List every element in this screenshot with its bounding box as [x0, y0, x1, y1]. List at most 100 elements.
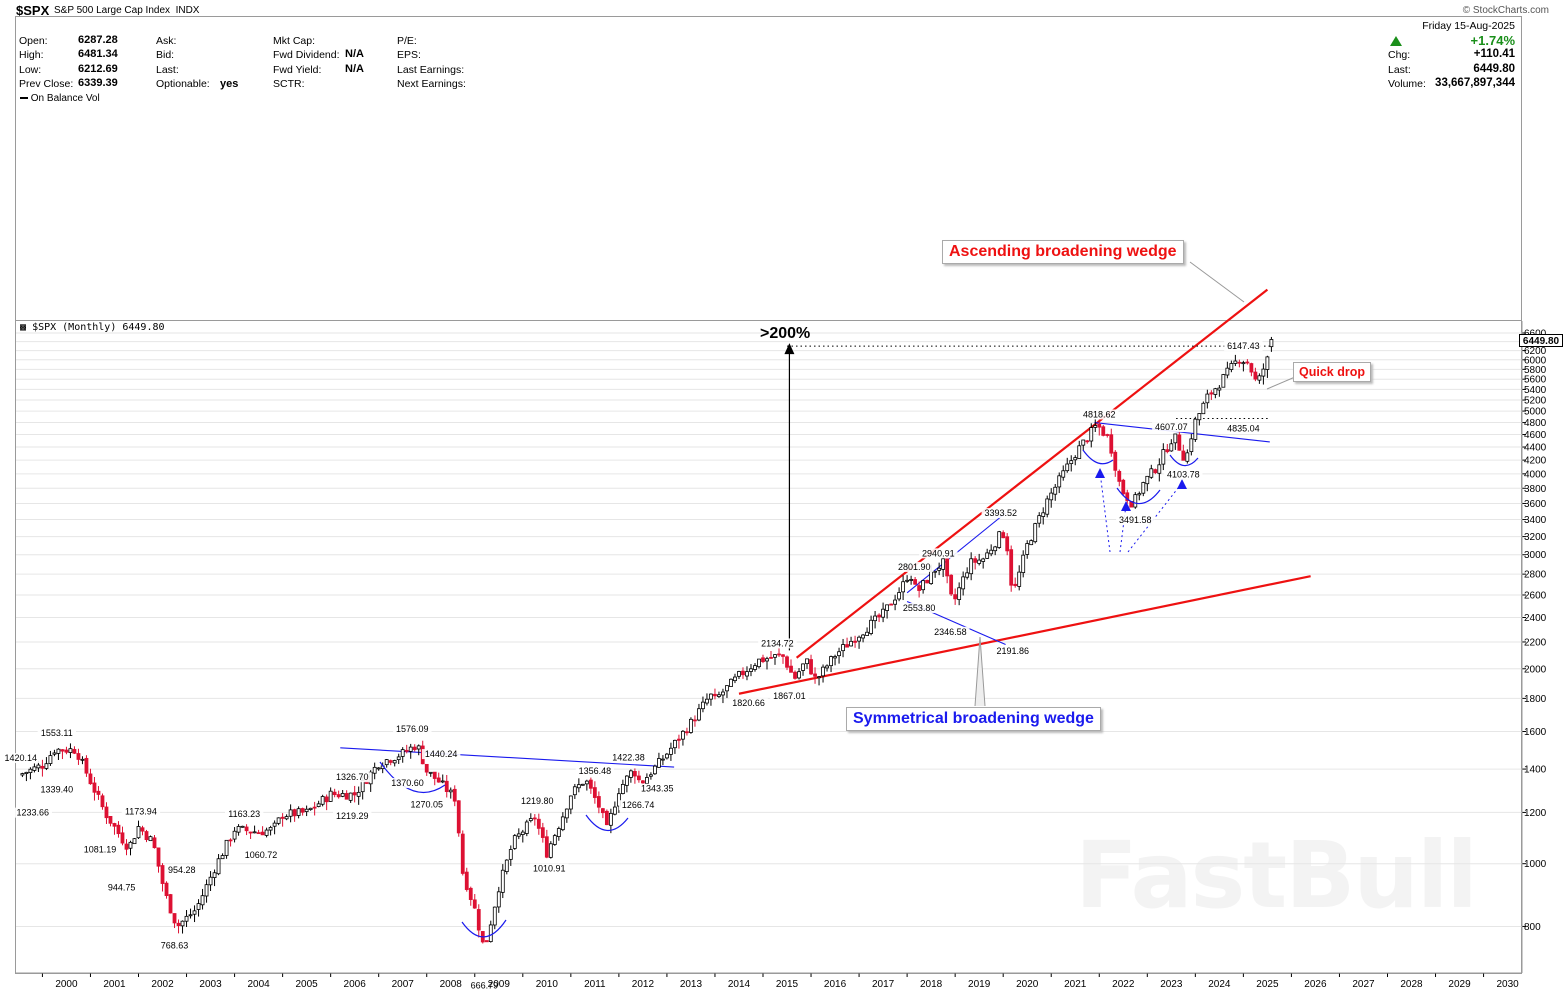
candle-body — [64, 749, 69, 753]
candle-body — [432, 771, 437, 779]
candle-body — [28, 768, 33, 774]
candle-body — [1101, 426, 1106, 436]
candle-body — [224, 839, 229, 856]
candle-body — [1033, 523, 1038, 543]
quote-label: Volume: — [1388, 78, 1426, 90]
y-tick-label: 4000 — [1524, 469, 1547, 480]
point-label: 4835.04 — [1227, 424, 1260, 434]
point-label-bg — [105, 882, 139, 893]
candle-body — [945, 558, 950, 577]
candle-body — [212, 872, 217, 878]
candle-body — [620, 784, 625, 794]
candle-body — [949, 574, 954, 595]
candle-body — [1097, 423, 1102, 428]
quote-label: Low: — [19, 64, 42, 76]
point-label-bg — [1, 753, 41, 764]
point-label-bg — [575, 765, 615, 776]
point-label-bg — [333, 772, 372, 783]
dotted-arrow — [1119, 504, 1127, 553]
candle-body — [512, 835, 517, 849]
point-label-bg — [1152, 422, 1191, 433]
candle-body — [84, 757, 89, 774]
quote-label: EPS: — [397, 49, 421, 61]
candle-body — [260, 831, 265, 836]
candle-body — [132, 838, 137, 845]
arrowhead-icon — [1121, 501, 1131, 511]
candle-body — [721, 691, 725, 696]
point-label-bg — [1164, 469, 1203, 480]
point-label: 2191.86 — [997, 646, 1030, 656]
candle-body — [148, 836, 153, 842]
x-tick-label: 2013 — [680, 979, 703, 990]
candle-body — [1233, 360, 1238, 364]
candle-body — [408, 746, 413, 752]
candle-body — [837, 651, 841, 657]
candle-body — [76, 753, 81, 760]
y-tick-label: 4800 — [1524, 418, 1547, 429]
candle-body — [745, 671, 749, 677]
candle-body — [52, 752, 57, 755]
candle-body — [917, 585, 922, 591]
change-percent: +1.74% — [1470, 33, 1515, 48]
y-tick-label: 4200 — [1524, 456, 1547, 467]
y-tick-label: 2800 — [1524, 570, 1547, 581]
candle-body — [48, 755, 53, 764]
candle-body — [793, 671, 797, 679]
dotted-arrow — [1099, 471, 1111, 553]
candle-body — [344, 793, 349, 800]
candle-body — [1009, 549, 1014, 586]
candle-body — [56, 748, 61, 754]
point-label-bg — [407, 799, 446, 810]
candle-body — [645, 777, 649, 784]
trendline-layer — [340, 261, 1311, 768]
point-label: 944.75 — [108, 883, 136, 893]
candle-body — [400, 749, 405, 757]
quote-label: Optionable: — [156, 78, 210, 90]
candle-body — [196, 903, 201, 910]
candles-layer — [20, 336, 1274, 944]
x-tick-label: 2016 — [824, 979, 847, 990]
point-label-bg — [770, 691, 809, 702]
candle-body — [120, 832, 125, 844]
point-label-bg — [1080, 409, 1119, 420]
candle-body — [436, 777, 441, 783]
x-tick-label: 2026 — [1304, 979, 1327, 990]
candle-body — [100, 795, 105, 808]
point-label: 2553.80 — [903, 603, 936, 613]
candle-body — [1225, 367, 1230, 376]
point-label-bg — [895, 561, 934, 572]
source-credit[interactable]: © StockCharts.com — [1462, 5, 1549, 16]
point-label: 1553.11 — [41, 728, 73, 738]
candle-body — [993, 546, 998, 552]
candle-body — [861, 634, 865, 639]
candle-body — [697, 708, 701, 721]
candle-body — [336, 794, 341, 798]
point-label-bg — [729, 698, 768, 709]
candle-body — [929, 570, 934, 585]
quote-value: 6481.34 — [78, 48, 118, 60]
candle-body — [681, 730, 685, 740]
candle-body — [849, 640, 853, 647]
candle-body — [1177, 434, 1182, 451]
point-label: 2346.58 — [934, 627, 967, 637]
candle-body — [396, 756, 401, 761]
candle-body — [328, 790, 333, 802]
candle-body — [36, 764, 41, 769]
candle-body — [901, 581, 906, 593]
y-tick-label: 3800 — [1524, 484, 1547, 495]
candle-body — [572, 786, 577, 796]
candle-body — [608, 812, 613, 826]
point-label-bg — [1224, 423, 1263, 434]
pattern-arc — [461, 919, 507, 938]
candle-body — [440, 780, 445, 783]
candle-body — [640, 780, 645, 784]
arrowhead-icon — [1177, 479, 1187, 489]
point-label: 2801.90 — [898, 562, 931, 572]
x-tick-label: 2022 — [1112, 979, 1135, 990]
pattern-arc — [585, 814, 629, 832]
candle-body — [292, 809, 297, 817]
gain-label: >200% — [760, 325, 811, 342]
candle-body — [1193, 418, 1198, 440]
candle-body — [508, 849, 513, 860]
